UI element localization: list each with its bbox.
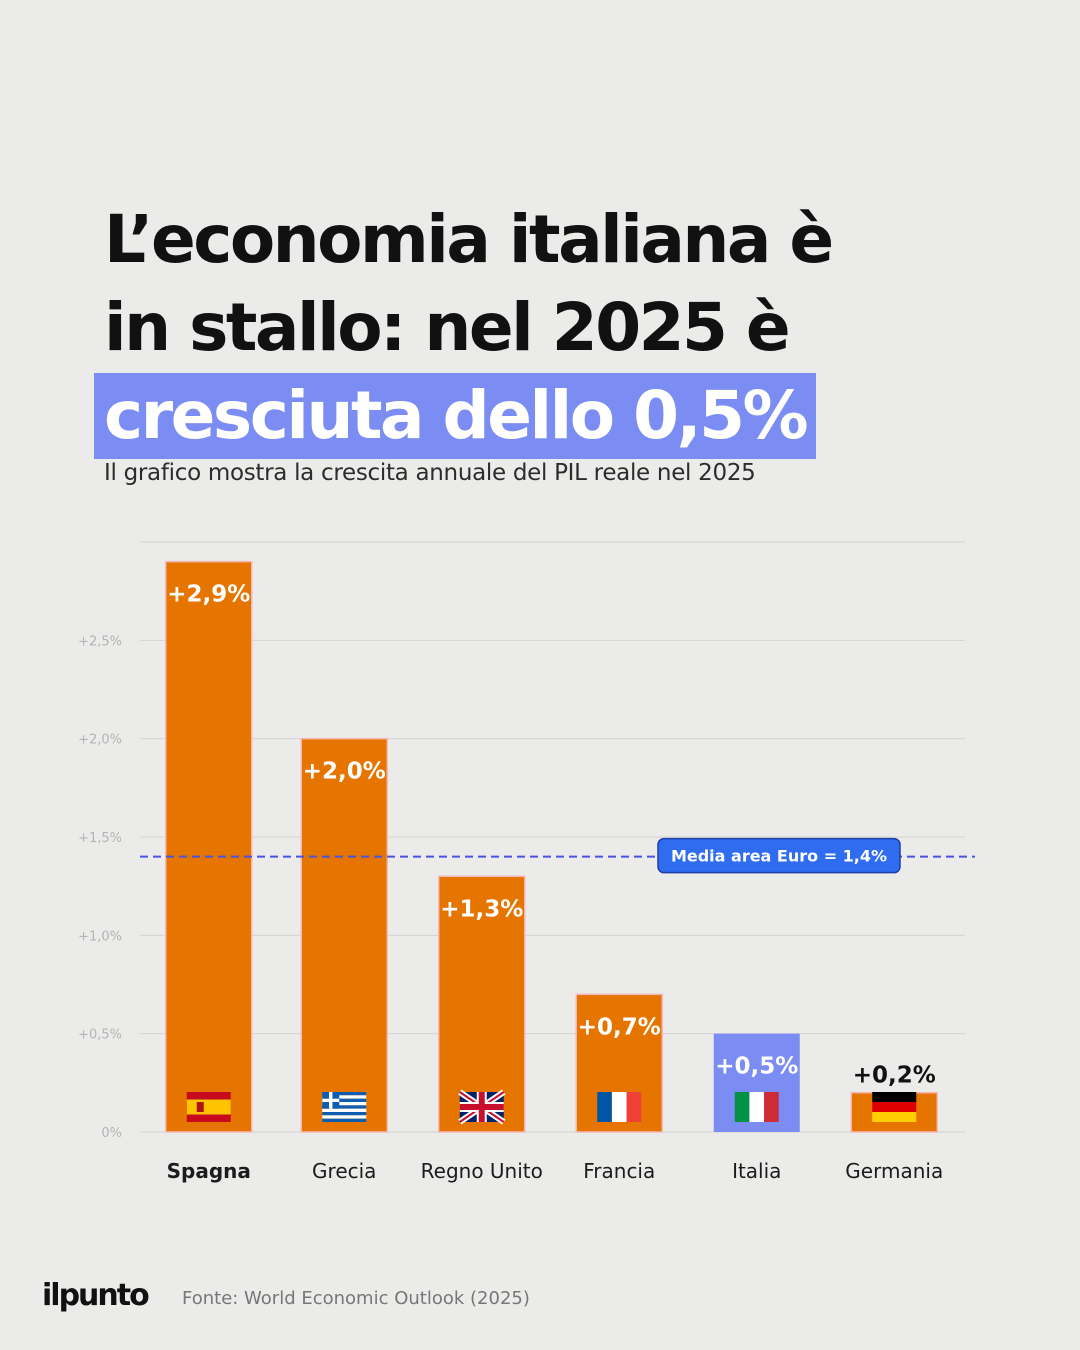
bar-value-label: +0,2%: [853, 1063, 936, 1089]
category-label: Francia: [583, 1159, 655, 1183]
ilpunto-logo: ilpunto: [42, 1278, 150, 1313]
bar-grecia: [300, 737, 388, 1133]
y-tick-label: +2,0%: [78, 733, 122, 748]
category-label: Regno Unito: [421, 1159, 543, 1183]
flag-spain-icon: [186, 1092, 231, 1122]
bar-spagna: [165, 560, 253, 1133]
category-label: Grecia: [312, 1159, 376, 1183]
flag-italy-icon: [734, 1092, 779, 1122]
euro-area-average-label: Media area Euro = 1,4%: [671, 847, 887, 866]
y-tick-label: 0%: [101, 1126, 122, 1141]
category-label: Italia: [732, 1159, 781, 1183]
flag-germany-icon: [872, 1092, 917, 1122]
euro-area-average-badge: [657, 837, 901, 874]
y-tick-label: +0,5%: [78, 1028, 122, 1043]
bar-value-label: +0,5%: [715, 1054, 798, 1080]
chart-subtitle: Il grafico mostra la crescita annuale de…: [104, 460, 756, 486]
bar-value-label: +2,0%: [303, 759, 386, 785]
bar-regno-unito: [438, 875, 526, 1133]
y-tick-label: +1,5%: [78, 831, 122, 846]
headline: L’economia italiana è in stallo: nel 2025…: [94, 196, 834, 460]
headline-highlight: cresciuta dello 0,5%: [94, 373, 817, 459]
bar-value-label: +1,3%: [440, 896, 523, 922]
headline-line-2: in stallo: nel 2025 è: [104, 289, 791, 366]
bar-value-label: +2,9%: [167, 582, 250, 608]
bar-value-label: +0,7%: [578, 1014, 661, 1040]
category-label: Spagna: [167, 1159, 251, 1183]
y-tick-label: +1,0%: [78, 929, 122, 944]
flag-uk-icon: [458, 1089, 506, 1125]
source-note: Fonte: World Economic Outlook (2025): [182, 1288, 530, 1309]
headline-line-1: L’economia italiana è: [104, 201, 834, 278]
flag-greece-icon: [322, 1092, 367, 1122]
flag-france-icon: [597, 1092, 642, 1122]
category-label: Germania: [845, 1159, 943, 1183]
gdp-growth-bar-chart: 0% +0,5% +1,0% +1,5% +2,0% +2,5% +2,9% Spagna +2…: [78, 541, 975, 1183]
y-tick-label: +2,5%: [78, 634, 122, 649]
